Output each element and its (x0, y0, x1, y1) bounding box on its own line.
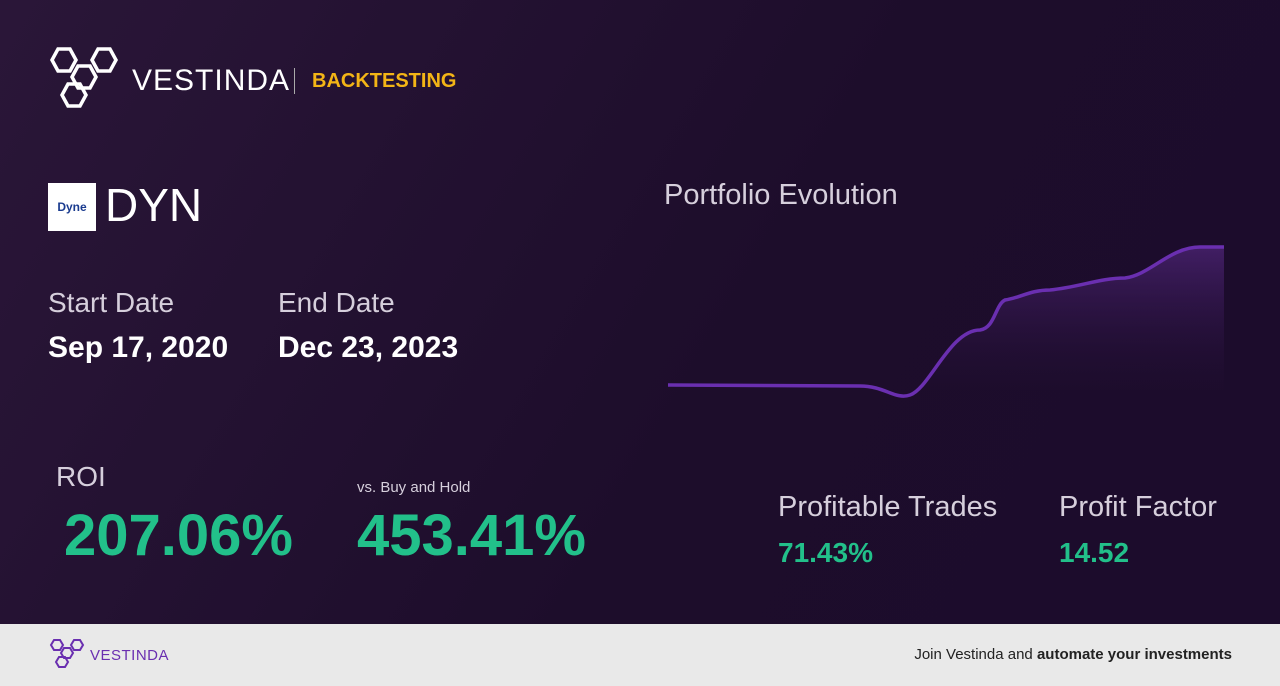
portfolio-chart (667, 245, 1224, 398)
end-value: Dec 23, 2023 (278, 331, 459, 364)
line (667, 245, 1224, 398)
asset-logo: Dyne (48, 183, 96, 231)
cta-bold: automate your investments (1036, 646, 1232, 663)
ticker: DYN (105, 179, 203, 231)
roi-label: ROI (56, 461, 106, 492)
divider (294, 68, 295, 94)
trades-label: Profitable Trades (778, 491, 998, 523)
cta-text: Join Vestinda and (914, 646, 1033, 663)
footer: VESTINDA Join Vestinda and automate your… (0, 624, 1280, 686)
pf-label: Profit Factor (1059, 491, 1217, 523)
brand-logo (50, 47, 118, 108)
trades-value: 71.43% (778, 537, 873, 568)
pf-value: 14.52 (1059, 537, 1130, 568)
chart-title: Portfolio Evolution (664, 179, 898, 211)
bh-value: 453.41% (357, 503, 586, 568)
section-label: BACKTESTING (312, 70, 457, 92)
start-label: Start Date (48, 287, 175, 318)
roi-value: 207.06% (64, 503, 293, 568)
bh-label: vs. Buy and Hold (357, 479, 471, 496)
footer-cta: Join Vestinda and automate your investme… (914, 646, 1232, 663)
area (668, 247, 1224, 397)
brand-name: VESTINDA (132, 64, 291, 97)
start-value: Sep 17, 2020 (48, 331, 229, 364)
footer-logo (49, 639, 85, 668)
end-label: End Date (278, 287, 395, 318)
footer-brand: VESTINDA (90, 647, 170, 664)
